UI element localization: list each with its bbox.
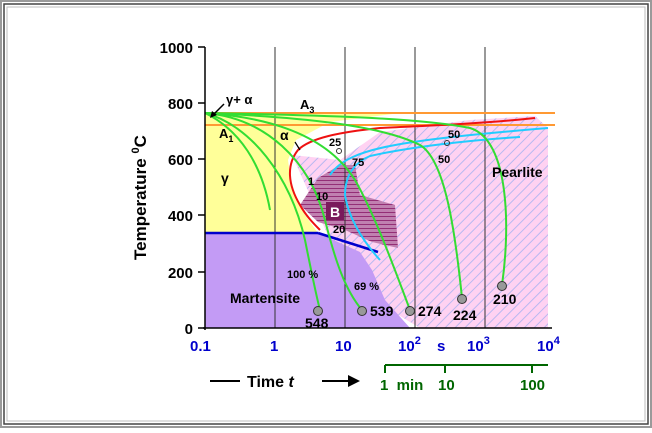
- x-tick-labels: 0.1 1 10 102 s 103 104: [190, 335, 561, 355]
- y-tick-200: 200: [168, 265, 193, 282]
- curve-label-25: 25: [329, 137, 341, 149]
- label-a3: A3: [300, 97, 314, 115]
- x-tick-10: 10: [335, 338, 352, 355]
- cooling-curve-539: [204, 112, 363, 311]
- cooling-curve-548: [204, 112, 321, 311]
- bainite-region: [300, 165, 398, 248]
- cooling-curves: [204, 112, 508, 311]
- hardness-548: 548: [305, 315, 329, 331]
- x-tick-10e4: 104: [537, 335, 561, 355]
- time-arrow-head: [348, 375, 360, 387]
- y-tick-600: 600: [168, 152, 193, 169]
- y-axis-ticks: [198, 46, 205, 329]
- curve-labels: 25 75 50 50 1 10 20 100 % 69 %: [287, 129, 460, 293]
- martensite-region: [205, 233, 410, 328]
- y-tick-labels: 1000 800 600 400 200 0: [160, 40, 193, 338]
- curve-label-1: 1: [308, 176, 314, 188]
- x-tick-0.1: 0.1: [190, 338, 211, 355]
- hardness-539: 539: [370, 303, 394, 319]
- bainite-label-box: [326, 202, 344, 220]
- x-tick-10e2: 102: [398, 335, 421, 355]
- label-alpha: α: [280, 127, 289, 143]
- curve-label-50b: 50: [438, 154, 450, 166]
- y-tick-0: 0: [185, 321, 193, 338]
- cooling-curve-210: [204, 112, 508, 286]
- minute-scale: [384, 364, 548, 373]
- curve-label-50a: 50: [448, 129, 460, 141]
- hardness-point-224: [457, 294, 467, 304]
- border-inner: [3, 3, 649, 425]
- hardness-224: 224: [453, 307, 477, 323]
- minute-tick-1: 1 min: [380, 377, 423, 394]
- hardness-labels: 548 539 274 224 210: [305, 291, 517, 331]
- hardness-point-274: [405, 306, 415, 316]
- hardness-point-539: [357, 306, 367, 316]
- label-bainite: B: [330, 204, 340, 220]
- hardness-210: 210: [493, 291, 517, 307]
- cooling-curve-274: [204, 112, 411, 311]
- marker-25: [336, 148, 342, 154]
- label-a1: A1: [219, 126, 233, 144]
- hardness-point-548: [313, 306, 323, 316]
- curve-label-75: 75: [352, 157, 364, 169]
- alpha-pointer: [294, 141, 301, 151]
- transformation-end-curve: [329, 127, 549, 176]
- pearlite-region: [292, 116, 548, 328]
- transformation-50-curve: [343, 136, 521, 261]
- ms-line-slope: [317, 231, 379, 254]
- y-tick-400: 400: [168, 208, 193, 225]
- minute-tick-10: 10: [438, 377, 455, 394]
- y-tick-1000: 1000: [160, 40, 193, 57]
- gamma-alpha-pointer-head: [210, 111, 217, 118]
- martensite-100-label: 100 %: [287, 269, 318, 281]
- y-axis-title: Temperature 0C: [130, 135, 150, 260]
- border-line: [6, 6, 646, 422]
- label-pearlite: Pearlite: [492, 164, 543, 180]
- cooling-curve-224: [204, 112, 463, 299]
- cooling-curve-fast: [204, 112, 271, 211]
- hardness-274: 274: [418, 303, 442, 319]
- hardness-points: [313, 281, 507, 316]
- x-tick-1: 1: [270, 338, 278, 355]
- label-gamma: γ: [221, 170, 229, 186]
- label-gamma-alpha: γ+ α: [226, 92, 252, 107]
- minute-tick-100: 100: [520, 377, 545, 394]
- x-unit-s: s: [437, 338, 445, 355]
- curve-label-10: 10: [316, 191, 328, 203]
- minute-labels: 1 min 10 100: [380, 377, 545, 394]
- time-label: Time t: [247, 374, 295, 391]
- martensite-69-label: 69 %: [354, 281, 379, 293]
- x-tick-10e3: 103: [467, 335, 490, 355]
- curve-label-20: 20: [333, 224, 345, 236]
- label-martensite: Martensite: [230, 290, 300, 306]
- hardness-point-210: [497, 281, 507, 291]
- marker-50a: [444, 140, 450, 146]
- y-tick-800: 800: [168, 96, 193, 113]
